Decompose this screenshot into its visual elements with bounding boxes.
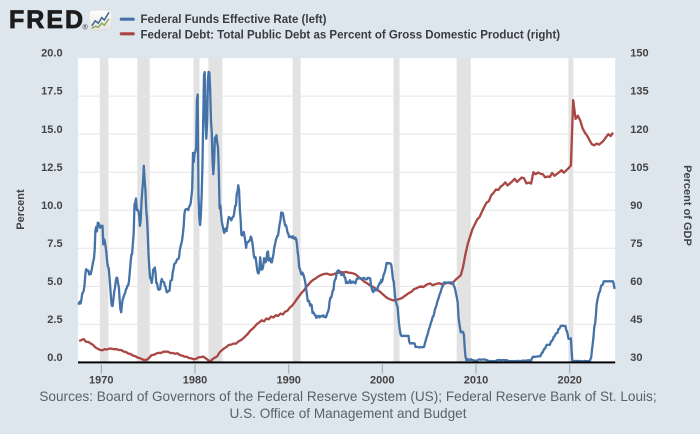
svg-text:1970: 1970 — [89, 374, 113, 386]
svg-text:12.5: 12.5 — [41, 162, 62, 174]
svg-text:20.0: 20.0 — [41, 48, 62, 60]
svg-text:2010: 2010 — [464, 374, 488, 386]
svg-text:1990: 1990 — [276, 374, 300, 386]
svg-text:2.5: 2.5 — [47, 314, 62, 326]
svg-text:®: ® — [83, 24, 89, 32]
svg-text:17.5: 17.5 — [41, 86, 62, 98]
svg-text:15.0: 15.0 — [41, 124, 62, 136]
svg-text:135: 135 — [630, 86, 648, 98]
svg-text:60: 60 — [630, 276, 642, 288]
svg-text:90: 90 — [630, 200, 642, 212]
svg-text:105: 105 — [630, 162, 648, 174]
svg-text:Percent of GDP: Percent of GDP — [681, 165, 693, 246]
svg-text:5.0: 5.0 — [47, 276, 62, 288]
svg-text:Federal Debt: Total Public Deb: Federal Debt: Total Public Debt as Perce… — [141, 29, 561, 41]
svg-text:10.0: 10.0 — [41, 200, 62, 212]
svg-text:Sources: Board of Governors of: Sources: Board of Governors of the Feder… — [39, 389, 656, 404]
svg-text:2020: 2020 — [557, 374, 581, 386]
svg-text:2000: 2000 — [370, 374, 394, 386]
svg-text:FRED: FRED — [9, 6, 85, 34]
svg-text:30: 30 — [630, 352, 642, 364]
svg-text:U.S. Office of Management and: U.S. Office of Management and Budget — [229, 406, 466, 421]
svg-text:0.0: 0.0 — [47, 352, 62, 364]
svg-text:120: 120 — [630, 124, 648, 136]
svg-text:1980: 1980 — [183, 374, 207, 386]
svg-text:Federal Funds Effective Rate (: Federal Funds Effective Rate (left) — [141, 14, 327, 26]
svg-text:Percent: Percent — [15, 189, 27, 230]
svg-text:45: 45 — [630, 314, 642, 326]
svg-text:150: 150 — [630, 48, 648, 60]
svg-text:75: 75 — [630, 238, 642, 250]
svg-text:7.5: 7.5 — [47, 238, 62, 250]
